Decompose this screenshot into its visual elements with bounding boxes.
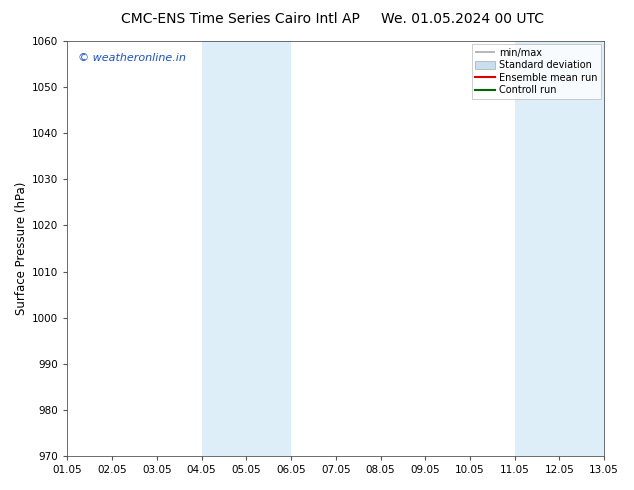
Text: CMC-ENS Time Series Cairo Intl AP: CMC-ENS Time Series Cairo Intl AP [122,12,360,26]
Legend: min/max, Standard deviation, Ensemble mean run, Controll run: min/max, Standard deviation, Ensemble me… [472,44,601,99]
Text: We. 01.05.2024 00 UTC: We. 01.05.2024 00 UTC [381,12,545,26]
Y-axis label: Surface Pressure (hPa): Surface Pressure (hPa) [15,182,28,315]
Bar [515,41,604,456]
Text: © weatheronline.in: © weatheronline.in [78,53,186,64]
Bar [202,41,291,456]
